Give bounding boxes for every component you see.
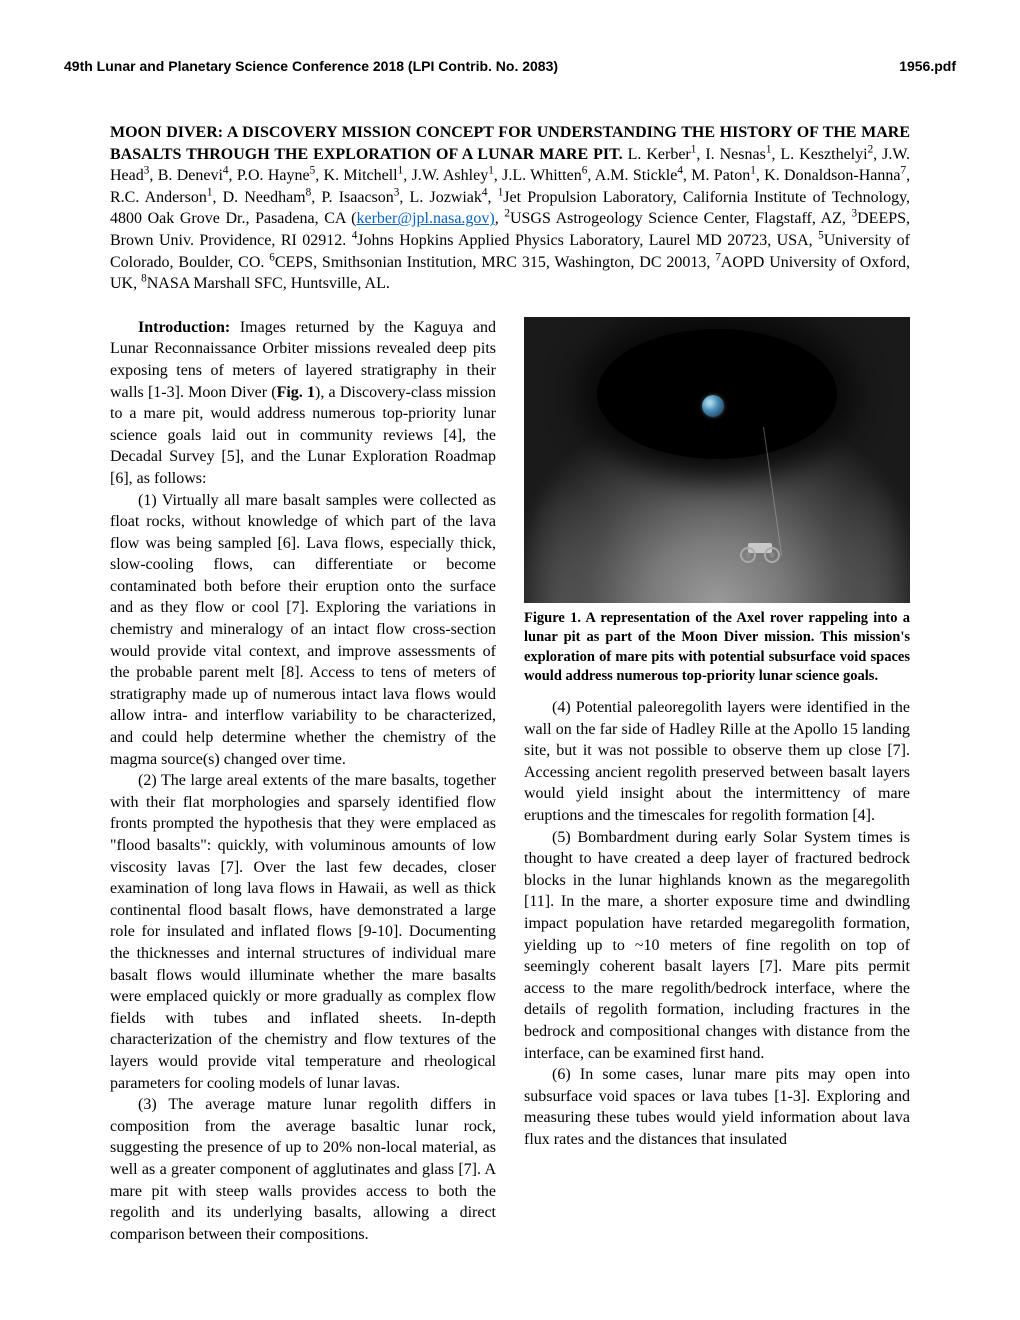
page-header: 49th Lunar and Planetary Science Confere… — [64, 58, 956, 74]
pit-opening — [597, 329, 837, 459]
figure-1-caption: Figure 1. A representation of the Axel r… — [524, 609, 910, 687]
paragraph-6: (6) In some cases, lunar mare pits may o… — [524, 1064, 910, 1150]
paragraph-2: (2) The large areal extents of the mare … — [110, 770, 496, 1094]
header-left: 49th Lunar and Planetary Science Confere… — [64, 58, 558, 74]
paragraph-3: (3) The average mature lunar regolith di… — [110, 1094, 496, 1245]
paragraph-1: (1) Virtually all mare basalt samples we… — [110, 490, 496, 771]
earth-icon — [702, 395, 724, 417]
paragraph-4: (4) Potential paleoregolith layers were … — [524, 697, 910, 827]
author-list: L. Kerber1, I. Nesnas1, L. Keszthelyi2, … — [110, 146, 910, 293]
axel-rover — [740, 535, 780, 563]
paragraph-5: (5) Bombardment during early Solar Syste… — [524, 827, 910, 1065]
header-right: 1956.pdf — [899, 58, 956, 74]
fig-ref: Fig. 1 — [277, 384, 315, 401]
intro-paragraph: Introduction: Images returned by the Kag… — [110, 317, 496, 490]
rover-wheel-right — [764, 547, 780, 563]
title-and-authors: MOON DIVER: A DISCOVERY MISSION CONCEPT … — [64, 122, 956, 295]
intro-heading: Introduction: — [138, 319, 230, 336]
figure-1: Figure 1. A representation of the Axel r… — [524, 317, 910, 687]
body-columns: Introduction: Images returned by the Kag… — [64, 317, 956, 1246]
right-column: Figure 1. A representation of the Axel r… — [524, 317, 910, 1246]
rover-wheel-left — [740, 547, 756, 563]
left-column: Introduction: Images returned by the Kag… — [110, 317, 496, 1246]
figure-1-image — [524, 317, 910, 603]
